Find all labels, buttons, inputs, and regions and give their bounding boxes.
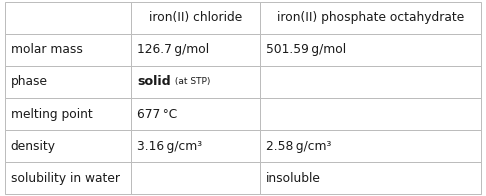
Text: (at STP): (at STP) <box>172 77 210 86</box>
Bar <box>131 2 260 34</box>
Text: 126.7 g/mol: 126.7 g/mol <box>137 44 209 56</box>
Bar <box>131 98 260 130</box>
Bar <box>5 2 131 34</box>
Bar <box>131 162 260 194</box>
Text: 3.16 g/cm³: 3.16 g/cm³ <box>137 140 202 152</box>
Bar <box>260 162 481 194</box>
Bar <box>131 66 260 98</box>
Text: solubility in water: solubility in water <box>11 172 120 184</box>
Bar <box>131 130 260 162</box>
Text: melting point: melting point <box>11 108 92 121</box>
Text: phase: phase <box>11 75 48 88</box>
Bar <box>260 34 481 66</box>
Text: 677 °C: 677 °C <box>137 108 177 121</box>
Bar <box>5 162 131 194</box>
Bar <box>260 130 481 162</box>
Bar <box>5 98 131 130</box>
Bar <box>131 34 260 66</box>
Bar <box>260 2 481 34</box>
Text: density: density <box>11 140 56 152</box>
Bar <box>260 66 481 98</box>
Text: molar mass: molar mass <box>11 44 83 56</box>
Text: solid: solid <box>137 75 171 88</box>
Text: 501.59 g/mol: 501.59 g/mol <box>265 44 346 56</box>
Bar <box>5 130 131 162</box>
Bar <box>5 66 131 98</box>
Bar <box>260 98 481 130</box>
Text: 2.58 g/cm³: 2.58 g/cm³ <box>265 140 331 152</box>
Text: iron(II) chloride: iron(II) chloride <box>149 12 242 24</box>
Text: insoluble: insoluble <box>265 172 320 184</box>
Text: iron(II) phosphate octahydrate: iron(II) phosphate octahydrate <box>277 12 464 24</box>
Bar <box>5 34 131 66</box>
